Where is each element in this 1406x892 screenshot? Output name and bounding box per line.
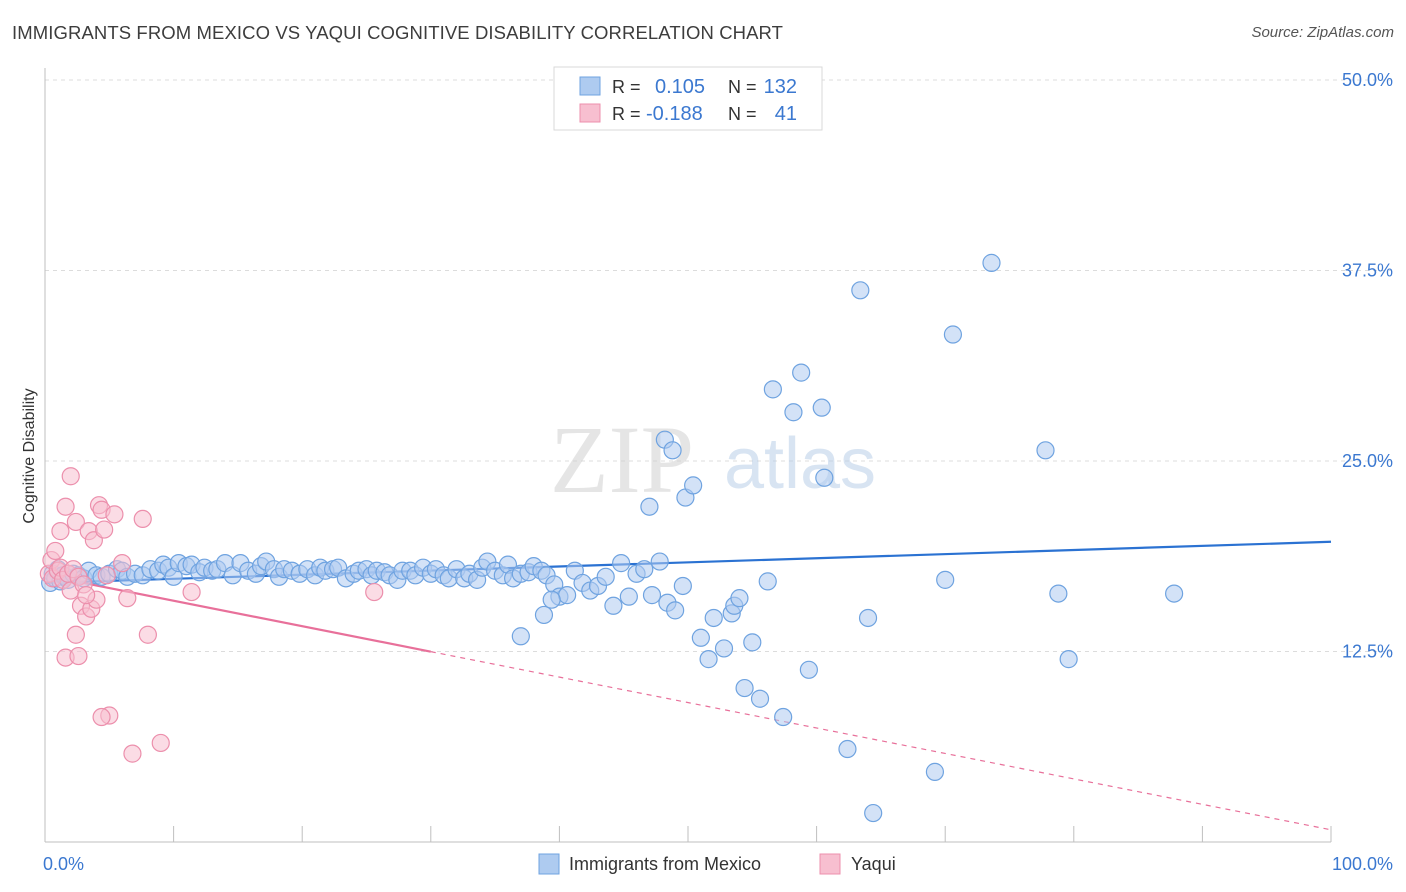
point-mexico: [1049, 584, 1068, 603]
point-yaqui: [97, 566, 116, 585]
point-mexico: [815, 468, 834, 487]
stats-n-label-1: N =: [728, 77, 757, 97]
stats-r-label-2: R =: [612, 104, 641, 124]
stats-n-label-2: N =: [728, 104, 757, 124]
stats-r-value-1: 0.105: [655, 76, 705, 98]
point-yaqui: [51, 522, 70, 541]
stats-swatch-blue: [579, 76, 601, 96]
y-axis-label: Cognitive Disability: [21, 388, 38, 523]
point-mexico: [925, 762, 945, 781]
point-yaqui: [113, 554, 132, 573]
trend-line-yaqui: [44, 574, 432, 653]
point-yaqui: [92, 707, 111, 727]
point-mexico: [640, 497, 659, 516]
stats-n-value-2: 41: [775, 103, 797, 125]
y-tick-label: 12.5%: [1342, 642, 1393, 662]
legend-swatch-yaqui: [819, 853, 841, 875]
point-mexico: [799, 660, 818, 679]
point-mexico: [673, 576, 692, 596]
point-yaqui: [138, 625, 157, 644]
y-tick-label: 37.5%: [1342, 261, 1393, 281]
point-mexico: [663, 441, 682, 460]
point-mexico: [792, 363, 811, 382]
point-mexico: [1059, 650, 1078, 669]
point-yaqui: [365, 582, 384, 602]
data-points: [39, 253, 1184, 823]
y-tick-labels: 12.5% 25.0% 37.5% 50.0%: [1342, 70, 1393, 662]
point-mexico: [936, 570, 955, 589]
point-mexico: [943, 325, 963, 344]
x-tick-labels: 0.0% 100.0%: [43, 854, 1393, 874]
x-tick-label-max: 100.0%: [1332, 854, 1393, 874]
watermark-zip: ZIP: [550, 406, 694, 513]
point-mexico: [684, 476, 703, 495]
point-yaqui: [118, 589, 137, 608]
point-mexico: [714, 639, 734, 658]
x-tick-label-min: 0.0%: [43, 854, 84, 874]
point-mexico: [730, 589, 749, 608]
legend-swatch-mexico: [538, 853, 560, 875]
point-mexico: [534, 605, 554, 625]
point-yaqui: [95, 520, 114, 539]
point-mexico: [1036, 441, 1055, 460]
point-mexico: [784, 403, 803, 422]
point-mexico: [642, 586, 662, 605]
point-mexico: [864, 803, 883, 823]
stats-r-label-1: R =: [612, 77, 641, 97]
chart-title: IMMIGRANTS FROM MEXICO VS YAQUI COGNITIV…: [12, 22, 784, 43]
point-mexico: [774, 707, 793, 727]
point-mexico: [691, 628, 710, 647]
point-yaqui: [151, 733, 170, 753]
point-mexico: [704, 608, 723, 628]
point-mexico: [763, 380, 782, 399]
point-mexico: [838, 739, 857, 759]
point-mexico: [758, 572, 777, 591]
watermark-atlas: atlas: [724, 424, 876, 504]
source-label: Source: ZipAtlas.com: [1251, 24, 1394, 41]
point-mexico: [750, 689, 770, 708]
y-tick-label: 25.0%: [1342, 451, 1393, 471]
point-mexico: [666, 601, 685, 620]
point-mexico: [735, 678, 754, 698]
point-mexico: [612, 554, 631, 573]
stats-n-value-1: 132: [764, 76, 797, 98]
stats-legend: R = 0.105 N = 132 R = -0.188 N = 41: [553, 66, 823, 131]
point-yaqui: [123, 744, 142, 763]
legend-label-yaqui: Yaqui: [851, 854, 896, 874]
point-mexico: [596, 567, 615, 586]
point-yaqui: [66, 625, 85, 644]
point-mexico: [558, 586, 577, 605]
point-mexico: [635, 560, 654, 579]
legend-label-mexico: Immigrants from Mexico: [569, 854, 761, 874]
point-yaqui: [77, 586, 96, 605]
trend-line-yaqui-extrapolated: [430, 651, 1332, 831]
point-mexico: [604, 596, 623, 615]
point-mexico: [812, 398, 831, 417]
point-mexico: [619, 587, 638, 606]
point-mexico: [699, 650, 718, 669]
point-mexico: [1165, 584, 1184, 603]
point-mexico: [982, 253, 1001, 272]
stats-r-value-2: -0.188: [646, 103, 703, 125]
point-yaqui: [66, 512, 85, 532]
point-mexico: [650, 552, 669, 571]
point-yaqui: [69, 646, 88, 666]
point-mexico: [858, 608, 878, 628]
point-yaqui: [105, 505, 124, 524]
point-yaqui: [61, 467, 80, 486]
axes: [44, 68, 1332, 843]
point-yaqui: [56, 497, 75, 516]
y-tick-label: 50.0%: [1342, 70, 1393, 90]
point-mexico: [511, 627, 530, 646]
point-yaqui: [182, 582, 201, 602]
point-yaqui: [46, 541, 65, 561]
watermark: ZIP atlas: [550, 406, 876, 513]
stats-swatch-pink: [579, 103, 601, 123]
point-mexico: [851, 281, 870, 300]
series-legend: Immigrants from Mexico Yaqui: [538, 853, 896, 875]
point-yaqui: [133, 509, 152, 529]
point-mexico: [542, 590, 561, 609]
point-mexico: [743, 633, 762, 652]
